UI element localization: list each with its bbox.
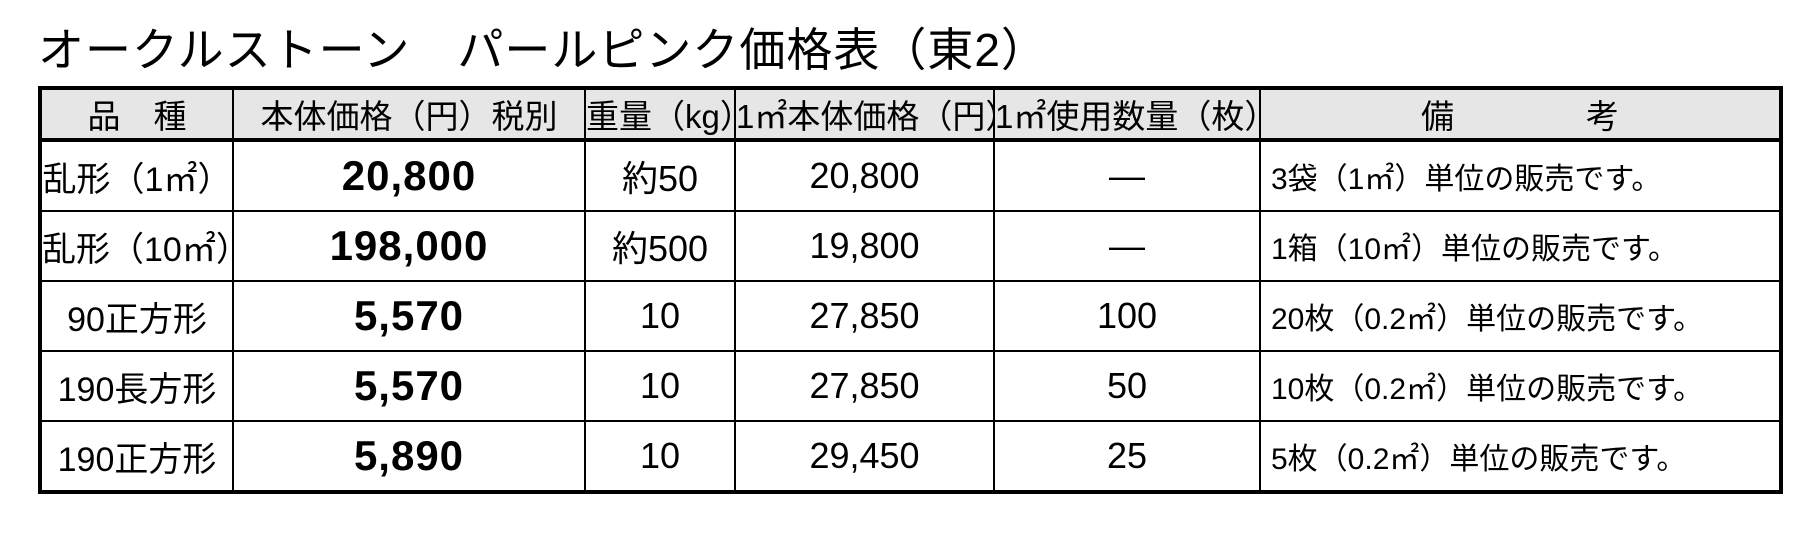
cell-base-price: 5,570 — [232, 350, 586, 422]
table-row: 190長方形 5,570 10 27,850 50 10枚（0.2㎡）単位の販売… — [39, 350, 1782, 422]
cell-weight: 10 — [584, 420, 736, 493]
cell-item-type: 90正方形 — [39, 280, 234, 352]
header-row: 品 種 本体価格（円）税別 重量（kg） 1㎡本体価格（円） 1㎡使用数量（枚）… — [39, 86, 1782, 142]
table-row: 乱形（1㎡） 20,800 約50 20,800 — 3袋（1㎡）単位の販売です… — [39, 139, 1782, 212]
cell-base-price: 5,570 — [232, 280, 586, 352]
cell-item-type: 190長方形 — [39, 350, 234, 422]
cell-base-price: 198,000 — [232, 210, 586, 282]
cell-pieces-per-sqm: 25 — [993, 420, 1261, 493]
cell-item-type: 190正方形 — [39, 420, 234, 493]
cell-pieces-per-sqm: 100 — [993, 280, 1261, 352]
col-header-base-price: 本体価格（円）税別 — [232, 86, 586, 142]
col-header-price-per-sqm: 1㎡本体価格（円） — [734, 86, 995, 142]
cell-remarks: 5枚（0.2㎡）単位の販売です。 — [1259, 420, 1782, 493]
col-header-item-type: 品 種 — [39, 86, 234, 142]
cell-remarks: 1箱（10㎡）単位の販売です。 — [1259, 210, 1782, 282]
col-header-weight: 重量（kg） — [584, 86, 736, 142]
cell-weight: 10 — [584, 350, 736, 422]
cell-price-per-sqm: 29,450 — [734, 420, 995, 493]
cell-weight: 10 — [584, 280, 736, 352]
cell-price-per-sqm: 27,850 — [734, 350, 995, 422]
cell-price-per-sqm: 19,800 — [734, 210, 995, 282]
cell-price-per-sqm: 27,850 — [734, 280, 995, 352]
cell-weight: 約500 — [584, 210, 736, 282]
table-row: 乱形（10㎡） 198,000 約500 19,800 — 1箱（10㎡）単位の… — [39, 210, 1782, 282]
cell-pieces-per-sqm: — — [993, 139, 1261, 212]
cell-price-per-sqm: 20,800 — [734, 139, 995, 212]
cell-remarks: 3袋（1㎡）単位の販売です。 — [1259, 139, 1782, 212]
cell-base-price: 5,890 — [232, 420, 586, 493]
cell-pieces-per-sqm: 50 — [993, 350, 1261, 422]
page-title: オークルストーン パールピンク価格表（東2） — [38, 24, 1048, 76]
table-row: 190正方形 5,890 10 29,450 25 5枚（0.2㎡）単位の販売で… — [39, 420, 1782, 493]
cell-pieces-per-sqm: — — [993, 210, 1261, 282]
col-header-remarks: 備 考 — [1259, 86, 1782, 142]
cell-item-type: 乱形（10㎡） — [39, 210, 234, 282]
cell-item-type: 乱形（1㎡） — [39, 139, 234, 212]
cell-remarks: 10枚（0.2㎡）単位の販売です。 — [1259, 350, 1782, 422]
cell-base-price: 20,800 — [232, 139, 586, 212]
cell-remarks: 20枚（0.2㎡）単位の販売です。 — [1259, 280, 1782, 352]
price-table: 品 種 本体価格（円）税別 重量（kg） 1㎡本体価格（円） 1㎡使用数量（枚）… — [38, 86, 1783, 494]
col-header-pieces-per-sqm: 1㎡使用数量（枚） — [993, 86, 1261, 142]
cell-weight: 約50 — [584, 139, 736, 212]
table-row: 90正方形 5,570 10 27,850 100 20枚（0.2㎡）単位の販売… — [39, 280, 1782, 352]
